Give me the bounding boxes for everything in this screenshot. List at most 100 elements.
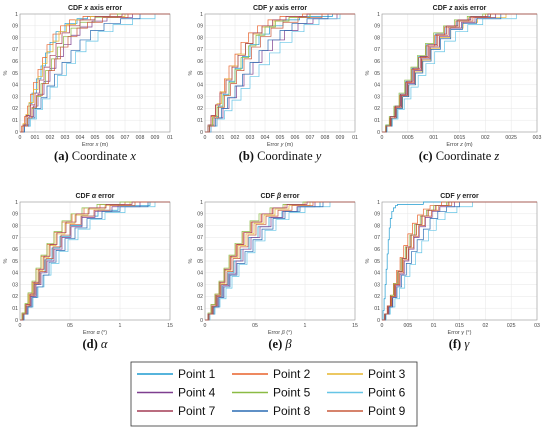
y-tick-label: 05 bbox=[12, 71, 18, 77]
x-tick-label: 0 bbox=[381, 323, 384, 329]
x-tick-label: 05 bbox=[252, 323, 258, 329]
x-tick-label: 003 bbox=[61, 135, 70, 141]
x-tick-label: 001 bbox=[216, 135, 225, 141]
y-tick-label: 09 bbox=[374, 24, 380, 30]
y-tick-label: 06 bbox=[12, 59, 18, 65]
y-tick-label: 1 bbox=[15, 200, 18, 206]
chart-title: CDF β error bbox=[261, 193, 300, 200]
x-axis-label: Error γ (°) bbox=[448, 330, 472, 336]
caption-c: (c) Coordinate z bbox=[419, 149, 500, 163]
x-tick-label: 007 bbox=[121, 135, 130, 141]
caption-f: (f) γ bbox=[449, 337, 471, 351]
legend-label-point-8: Point 8 bbox=[273, 404, 311, 418]
legend-label-point-5: Point 5 bbox=[273, 386, 311, 400]
y-tick-label: 08 bbox=[12, 223, 18, 229]
x-tick-label: 0 bbox=[381, 135, 384, 141]
y-tick-label: 04 bbox=[197, 271, 203, 277]
y-tick-label: 06 bbox=[197, 59, 203, 65]
caption-b: (b) Coordinate y bbox=[239, 149, 322, 163]
axes-frame bbox=[204, 201, 356, 321]
y-tick-label: 07 bbox=[12, 47, 18, 53]
y-tick-label: 08 bbox=[374, 35, 380, 41]
series-line-point-4 bbox=[20, 13, 170, 133]
y-tick-label: 02 bbox=[12, 106, 18, 112]
y-tick-label: 09 bbox=[197, 24, 203, 30]
y-tick-label: 0 bbox=[15, 318, 18, 324]
series-line-point-9 bbox=[20, 201, 170, 321]
y-tick-label: 0 bbox=[200, 318, 203, 324]
x-tick-label: 005 bbox=[276, 135, 285, 141]
series-line-point-8 bbox=[205, 201, 355, 321]
y-tick-label: 06 bbox=[374, 59, 380, 65]
y-tick-label: 03 bbox=[12, 282, 18, 288]
y-tick-label: 01 bbox=[12, 118, 18, 124]
y-tick-label: 07 bbox=[374, 235, 380, 241]
x-tick-label: 007 bbox=[306, 135, 315, 141]
x-tick-label: 005 bbox=[91, 135, 100, 141]
x-axis-label: Error x (m) bbox=[82, 142, 108, 148]
y-tick-label: 08 bbox=[12, 35, 18, 41]
chart-title: CDF γ error bbox=[440, 193, 479, 200]
legend-label-point-2: Point 2 bbox=[273, 367, 311, 381]
x-tick-label: 002 bbox=[231, 135, 240, 141]
y-tick-label: 01 bbox=[197, 306, 203, 312]
y-tick-label: 1 bbox=[15, 12, 18, 18]
x-tick-label: 005 bbox=[404, 323, 413, 329]
axes-frame bbox=[204, 13, 356, 133]
x-tick-label: 002 bbox=[481, 135, 490, 141]
y-tick-label: 05 bbox=[197, 71, 203, 77]
chart-title: CDF z axis error bbox=[433, 5, 487, 12]
y-tick-label: 08 bbox=[197, 223, 203, 229]
x-tick-label: 0 bbox=[204, 323, 207, 329]
x-tick-label: 0 bbox=[19, 323, 22, 329]
chart-title: CDF y axis error bbox=[253, 5, 307, 12]
x-tick-label: 004 bbox=[76, 135, 85, 141]
legend-label-point-4: Point 4 bbox=[178, 386, 216, 400]
x-tick-label: 008 bbox=[136, 135, 145, 141]
y-axis-label: % bbox=[3, 70, 9, 75]
series-line-point-1 bbox=[205, 13, 355, 133]
y-axis-label: % bbox=[188, 70, 194, 75]
x-tick-label: 01 bbox=[352, 135, 358, 141]
y-tick-label: 07 bbox=[197, 235, 203, 241]
x-tick-label: 1 bbox=[119, 323, 122, 329]
series-line-point-8 bbox=[20, 201, 170, 321]
y-tick-label: 01 bbox=[374, 306, 380, 312]
y-tick-label: 07 bbox=[374, 47, 380, 53]
y-tick-label: 1 bbox=[200, 200, 203, 206]
x-tick-label: 1 bbox=[304, 323, 307, 329]
y-axis-label: % bbox=[365, 70, 371, 75]
x-axis-label: Error z (m) bbox=[446, 142, 472, 148]
y-tick-label: 01 bbox=[12, 306, 18, 312]
x-tick-label: 0005 bbox=[402, 135, 414, 141]
y-tick-label: 04 bbox=[12, 271, 18, 277]
y-tick-label: 1 bbox=[377, 200, 380, 206]
series-line-point-7 bbox=[382, 13, 537, 133]
series-line-point-9 bbox=[205, 13, 355, 133]
y-tick-label: 0 bbox=[377, 130, 380, 136]
y-tick-label: 0 bbox=[15, 130, 18, 136]
legend-label-point-6: Point 6 bbox=[368, 386, 406, 400]
x-tick-label: 001 bbox=[429, 135, 438, 141]
y-tick-label: 05 bbox=[12, 259, 18, 265]
legend-box bbox=[130, 361, 418, 427]
axes-frame bbox=[19, 13, 171, 133]
y-tick-label: 09 bbox=[374, 212, 380, 218]
x-tick-label: 008 bbox=[321, 135, 330, 141]
y-tick-label: 04 bbox=[374, 83, 380, 89]
y-axis-label: % bbox=[3, 258, 9, 263]
series-line-point-6 bbox=[205, 13, 355, 133]
x-axis-label: Error α (°) bbox=[83, 330, 107, 336]
axes-frame bbox=[19, 201, 171, 321]
x-tick-label: 001 bbox=[31, 135, 40, 141]
y-tick-label: 06 bbox=[12, 247, 18, 253]
x-tick-label: 015 bbox=[455, 323, 464, 329]
x-tick-label: 009 bbox=[151, 135, 160, 141]
y-tick-label: 01 bbox=[197, 118, 203, 124]
